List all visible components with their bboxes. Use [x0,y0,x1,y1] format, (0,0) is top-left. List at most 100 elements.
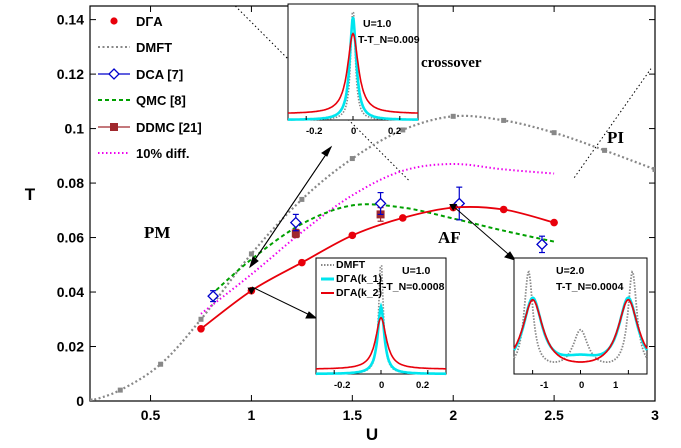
data-point [501,117,507,123]
inset2-tick-neg: -0.2 [334,380,350,391]
inset2-tick-pos: 0.2 [416,380,429,391]
inset3-tick-neg: -1 [540,380,549,391]
y-tick-label: 0 [76,393,84,409]
series-line [90,114,655,401]
y-tick-label: 0.04 [57,284,84,300]
data-point [90,398,93,401]
legend-marker-ddmc [110,123,118,131]
inset-spectrum-u1-t0008: DMFT DΓA(k_1) DΓA(k_2) U=1.0 T-T_N=0.000… [315,257,447,391]
legend-label-dga: DΓA [136,14,163,29]
inset1-label-t: T-T_N=0.009 [358,34,420,46]
x-tick-label: 1 [248,407,256,423]
arrow-inset1-a-head [321,145,333,157]
inset3-curve-dmft [513,270,648,363]
arrow-inset2 [251,286,317,319]
legend-entry-dmft: DMFT [98,40,172,55]
y-tick-label: 0.14 [57,12,84,28]
data-point [450,113,456,119]
inset2-label-t: T-T_N=0.0008 [377,281,445,293]
inset2-frame [315,257,447,375]
data-point [453,197,466,210]
series-10-diff [200,162,555,315]
y-tick-label: 0.02 [57,339,84,355]
y-tick-label: 0.12 [57,66,84,82]
region-label-af: AF [438,228,461,247]
arrow-inset2-head [305,311,318,319]
inset1-curves [288,10,418,121]
inset3-tick-pos: 1 [613,380,619,391]
data-point [299,196,305,202]
arrow-origin-marker [449,204,458,212]
inset1-tick-neg: -0.2 [306,126,322,137]
region-label-crossover: crossover [421,55,482,71]
data-point [248,251,254,257]
arrow-inset3 [452,205,516,261]
data-point [551,130,557,136]
inset2-label-u: U=1.0 [402,265,430,277]
y-tick-label: 0.08 [57,175,84,191]
data-point [499,205,508,214]
inset2-curves [316,265,446,376]
legend-entry-ddmc: DDMC [21] [98,120,202,135]
data-point [602,147,608,153]
data-point [652,166,655,172]
inset3-curves [512,270,649,374]
legend: DΓA DMFT DCA [7] QMC [8] DDMC [21] 10% d… [98,14,202,161]
series-d-a [197,203,558,333]
arrow-origin-marker [247,287,256,295]
inset3-tick-zero: 0 [579,380,584,391]
data-point [398,214,407,222]
legend-entry-dca: DCA [7] [98,67,183,82]
data-point [158,361,164,367]
legend-marker-dga [110,17,118,25]
inset1-tick-zero: 0 [351,126,356,137]
inset2-legend-dmft: DMFT [336,259,366,271]
x-tick-label: 1.5 [343,407,363,423]
legend-label-dca: DCA [7] [136,67,183,82]
legend-label-qmc: QMC [8] [136,93,186,108]
series-dca-7 [207,186,548,303]
data-point [349,156,355,162]
data-point [374,197,387,210]
inset1-curve-dga-k2 [288,32,418,114]
x-tick-label: 2.5 [544,407,564,423]
data-point [117,387,123,393]
legend-label-dmft: DMFT [136,40,172,55]
data-point [291,229,300,238]
y-tick-label: 0.1 [65,121,85,137]
inset2-curve-dga-k1 [316,302,446,376]
arrow-inset1-b-head [249,256,259,269]
inset2-curve-dga-k2 [316,316,446,370]
x-tick-label: 0.5 [141,407,161,423]
data-point [536,238,548,251]
data-point [400,127,406,133]
inset2-tick-zero: 0 [379,380,384,391]
arrow-inset1-b [249,146,332,268]
inset3-label-t: T-T_N=0.0004 [556,281,624,293]
data-point [207,290,220,303]
legend-entry-qmc: QMC [8] [98,93,186,108]
legend-label-ddmc: DDMC [21] [136,120,202,135]
legend-entry-dga: DΓA [110,14,163,29]
series-line [200,206,555,330]
inset2-legend-dga-k1: DΓA(k_1) [336,273,382,285]
y-axis-label: T [25,185,36,204]
x-tick-label: 2 [449,407,457,423]
x-axis-label: U [366,425,378,444]
data-point [197,325,205,333]
series-line [200,162,555,315]
region-label-pi: PI [607,128,624,147]
series-line [210,203,555,296]
phase-boundary-line-1 [234,6,410,181]
y-tick-label: 0.06 [57,230,84,246]
phase-boundary-line-2 [573,68,652,178]
axis-ticks: 0.5 1 1.5 2 2.5 3 0 0.02 0.04 0.06 0.08 0.1 0.12 0.14 [57,6,659,423]
pointer-arrows [249,145,517,319]
phase-boundary-lines [234,6,652,181]
series-dmft [90,113,655,401]
data-point [198,316,204,322]
series-qmc-8 [210,203,555,296]
inset1-tick-pos: 0.2 [388,126,401,137]
inset3-label-u: U=2.0 [556,265,584,277]
